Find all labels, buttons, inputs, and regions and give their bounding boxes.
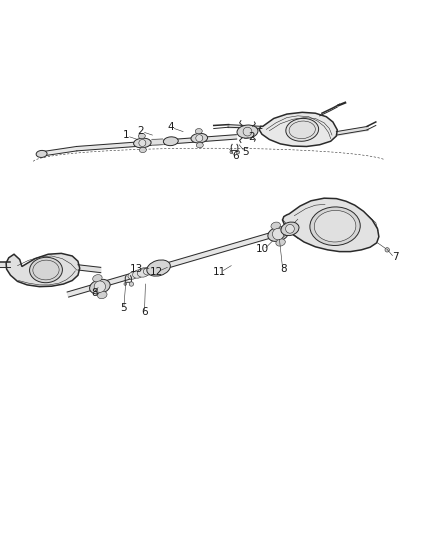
Ellipse shape — [195, 128, 202, 134]
Ellipse shape — [93, 274, 102, 282]
Polygon shape — [152, 139, 163, 145]
Ellipse shape — [271, 222, 280, 229]
Text: 6: 6 — [232, 151, 239, 161]
Ellipse shape — [196, 142, 203, 148]
Polygon shape — [0, 262, 10, 268]
Text: 8: 8 — [91, 288, 98, 298]
Circle shape — [124, 282, 127, 285]
Circle shape — [243, 127, 252, 136]
Ellipse shape — [163, 137, 178, 146]
Text: 1: 1 — [123, 130, 130, 140]
Ellipse shape — [133, 270, 144, 278]
Circle shape — [94, 281, 106, 292]
Circle shape — [286, 224, 294, 233]
Ellipse shape — [314, 211, 356, 242]
Polygon shape — [259, 112, 337, 147]
Text: 5: 5 — [242, 147, 249, 157]
Ellipse shape — [237, 125, 258, 138]
Polygon shape — [283, 198, 379, 252]
Ellipse shape — [138, 133, 145, 139]
Ellipse shape — [149, 265, 159, 273]
Ellipse shape — [36, 150, 47, 157]
Polygon shape — [77, 135, 237, 151]
Ellipse shape — [147, 260, 170, 276]
Text: 11: 11 — [213, 266, 226, 277]
Circle shape — [236, 150, 240, 154]
Circle shape — [139, 140, 146, 147]
Ellipse shape — [143, 266, 154, 275]
Text: 10: 10 — [255, 244, 268, 254]
Ellipse shape — [134, 138, 151, 148]
Text: 12: 12 — [150, 266, 163, 277]
Ellipse shape — [138, 268, 150, 277]
Ellipse shape — [98, 292, 107, 298]
Ellipse shape — [310, 207, 360, 246]
Ellipse shape — [286, 118, 318, 141]
Circle shape — [385, 248, 389, 252]
Circle shape — [129, 282, 134, 286]
Polygon shape — [42, 147, 77, 156]
Circle shape — [272, 229, 284, 240]
Ellipse shape — [139, 147, 146, 152]
Circle shape — [196, 135, 203, 142]
Ellipse shape — [191, 133, 208, 143]
Ellipse shape — [30, 257, 62, 282]
Polygon shape — [6, 253, 80, 287]
Text: 13: 13 — [130, 264, 143, 274]
Polygon shape — [67, 229, 285, 297]
Ellipse shape — [90, 279, 110, 294]
Text: 6: 6 — [141, 307, 148, 317]
Ellipse shape — [268, 227, 288, 241]
Text: 5: 5 — [120, 303, 127, 313]
Text: 2: 2 — [248, 132, 255, 142]
Circle shape — [230, 151, 233, 154]
Text: 7: 7 — [392, 252, 399, 262]
Ellipse shape — [128, 272, 138, 279]
Text: 4: 4 — [167, 122, 174, 132]
Text: 2: 2 — [138, 126, 145, 136]
Ellipse shape — [276, 239, 285, 246]
Polygon shape — [78, 265, 101, 273]
Ellipse shape — [281, 222, 299, 236]
Text: 8: 8 — [280, 264, 287, 274]
